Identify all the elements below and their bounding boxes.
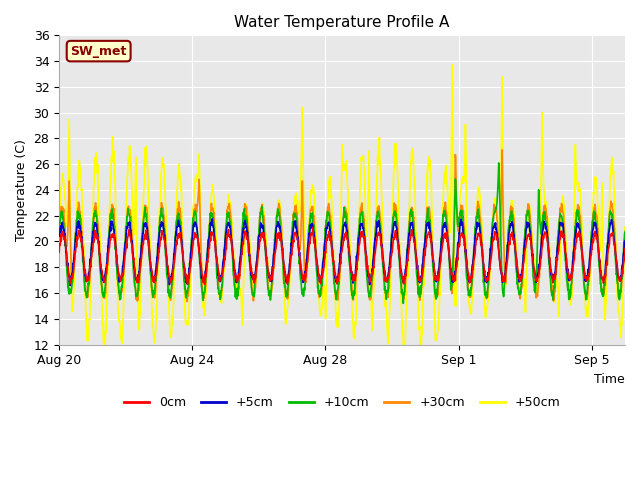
+10cm: [359, 222, 367, 228]
Y-axis label: Temperature (C): Temperature (C): [15, 139, 28, 241]
0cm: [497, 268, 505, 274]
+30cm: [499, 147, 506, 153]
+10cm: [497, 249, 505, 255]
+10cm: [181, 286, 189, 292]
+50cm: [449, 62, 456, 68]
0cm: [621, 246, 629, 252]
+30cm: [181, 279, 189, 285]
+30cm: [183, 299, 191, 304]
+10cm: [148, 289, 156, 295]
+5cm: [197, 265, 205, 271]
+50cm: [71, 264, 79, 270]
Line: +50cm: +50cm: [59, 65, 625, 345]
Line: +5cm: +5cm: [59, 219, 625, 286]
+10cm: [621, 229, 629, 235]
0cm: [360, 233, 367, 239]
Title: Water Temperature Profile A: Water Temperature Profile A: [234, 15, 450, 30]
+10cm: [55, 228, 63, 233]
+5cm: [360, 229, 367, 235]
X-axis label: Time: Time: [595, 373, 625, 386]
+50cm: [621, 224, 629, 230]
+5cm: [148, 275, 156, 281]
+5cm: [621, 238, 629, 244]
+10cm: [495, 160, 502, 166]
0cm: [71, 256, 79, 262]
+5cm: [71, 243, 79, 249]
+5cm: [55, 233, 63, 239]
Line: +30cm: +30cm: [59, 150, 625, 301]
+30cm: [148, 283, 156, 289]
0cm: [55, 249, 63, 255]
+50cm: [360, 153, 367, 158]
+30cm: [621, 235, 629, 241]
+50cm: [497, 167, 505, 172]
Legend: 0cm, +5cm, +10cm, +30cm, +50cm: 0cm, +5cm, +10cm, +30cm, +50cm: [118, 391, 566, 414]
+30cm: [71, 249, 79, 255]
+50cm: [148, 321, 156, 327]
+5cm: [497, 269, 505, 275]
+30cm: [55, 233, 63, 239]
+10cm: [197, 276, 205, 281]
+10cm: [71, 241, 79, 247]
Line: 0cm: 0cm: [59, 228, 625, 284]
Text: SW_met: SW_met: [70, 45, 127, 58]
0cm: [181, 268, 189, 274]
+5cm: [67, 283, 74, 288]
Line: +10cm: +10cm: [59, 163, 625, 303]
+30cm: [497, 218, 504, 224]
0cm: [309, 225, 317, 230]
+5cm: [208, 216, 216, 222]
+50cm: [55, 229, 63, 235]
0cm: [148, 269, 156, 275]
0cm: [184, 281, 191, 287]
+5cm: [181, 270, 189, 276]
+30cm: [197, 249, 205, 255]
+50cm: [197, 237, 205, 243]
0cm: [197, 263, 205, 268]
+10cm: [399, 300, 407, 306]
+50cm: [100, 342, 108, 348]
+30cm: [360, 211, 367, 216]
+50cm: [181, 313, 189, 319]
